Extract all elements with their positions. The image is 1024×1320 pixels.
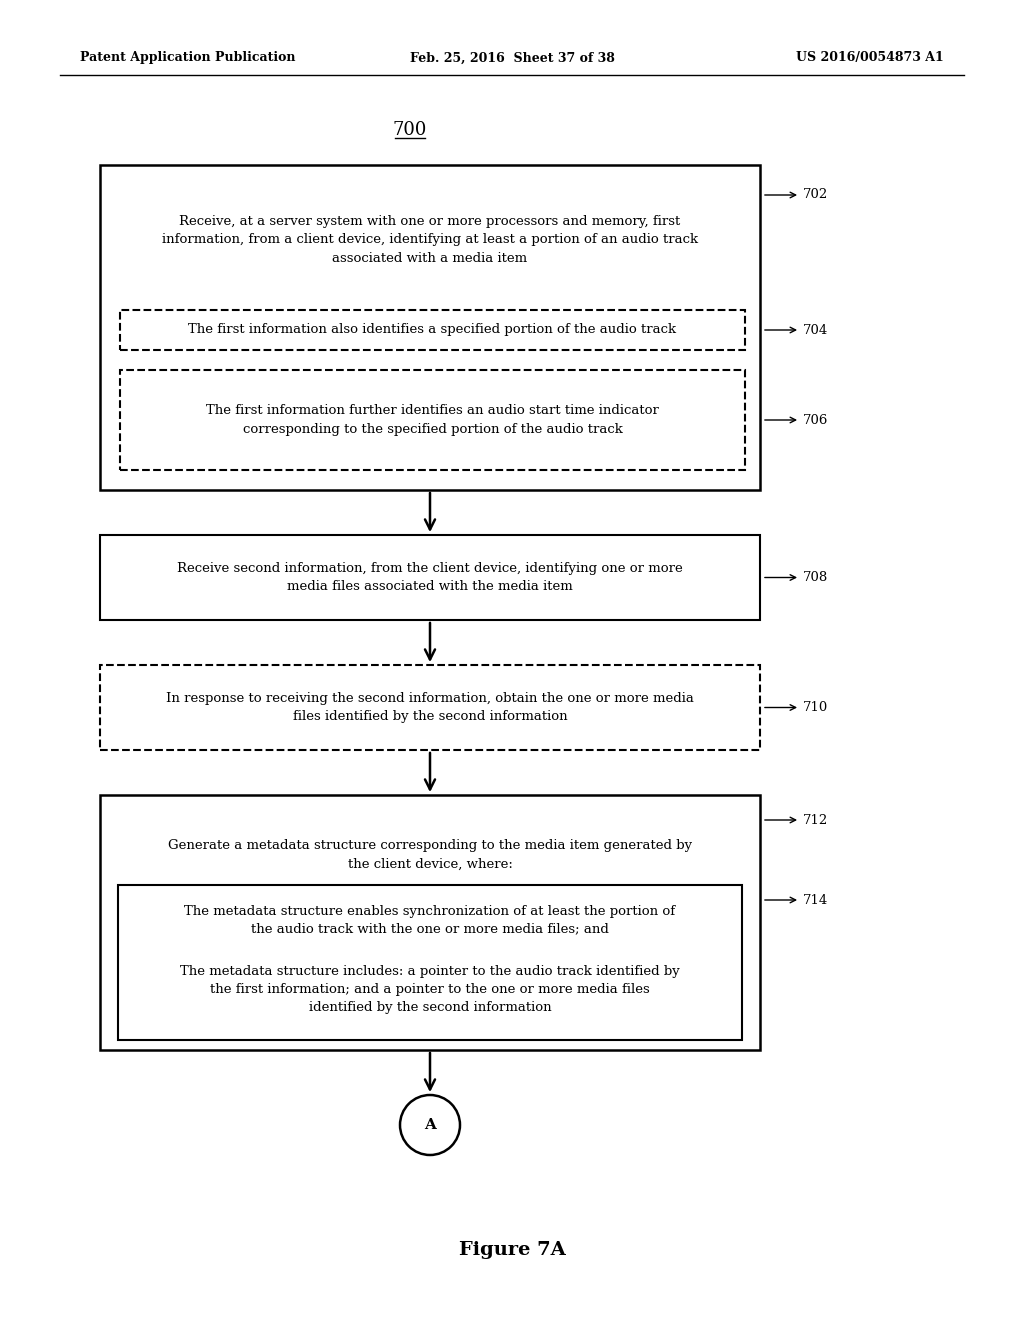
Text: 712: 712 xyxy=(803,813,828,826)
Text: Generate a metadata structure corresponding to the media item generated by
the c: Generate a metadata structure correspond… xyxy=(168,840,692,870)
Text: Receive, at a server system with one or more processors and memory, first
inform: Receive, at a server system with one or … xyxy=(162,215,698,264)
Bar xyxy=(118,884,742,1040)
Text: 708: 708 xyxy=(803,572,828,583)
Text: 700: 700 xyxy=(393,121,427,139)
Text: 706: 706 xyxy=(803,413,828,426)
Bar xyxy=(120,370,745,470)
Text: The metadata structure includes: a pointer to the audio track identified by
the : The metadata structure includes: a point… xyxy=(180,965,680,1015)
Text: Patent Application Publication: Patent Application Publication xyxy=(80,51,296,65)
Text: The metadata structure enables synchronization of at least the portion of
the au: The metadata structure enables synchroni… xyxy=(184,904,676,936)
Bar xyxy=(120,310,745,350)
Text: A: A xyxy=(424,1118,436,1133)
Text: Feb. 25, 2016  Sheet 37 of 38: Feb. 25, 2016 Sheet 37 of 38 xyxy=(410,51,614,65)
Text: Figure 7A: Figure 7A xyxy=(459,1241,565,1259)
Bar xyxy=(100,665,760,750)
Text: Receive second information, from the client device, identifying one or more
medi: Receive second information, from the cli… xyxy=(177,562,683,593)
Text: 704: 704 xyxy=(803,323,828,337)
Bar xyxy=(100,535,760,620)
Text: 714: 714 xyxy=(803,894,828,907)
Text: 702: 702 xyxy=(803,189,828,202)
Text: US 2016/0054873 A1: US 2016/0054873 A1 xyxy=(797,51,944,65)
Bar xyxy=(100,165,760,490)
Text: In response to receiving the second information, obtain the one or more media
fi: In response to receiving the second info… xyxy=(166,692,694,723)
Text: The first information also identifies a specified portion of the audio track: The first information also identifies a … xyxy=(188,323,677,337)
Bar xyxy=(100,795,760,1049)
Text: 710: 710 xyxy=(803,701,828,714)
Text: The first information further identifies an audio start time indicator
correspon: The first information further identifies… xyxy=(206,404,658,436)
